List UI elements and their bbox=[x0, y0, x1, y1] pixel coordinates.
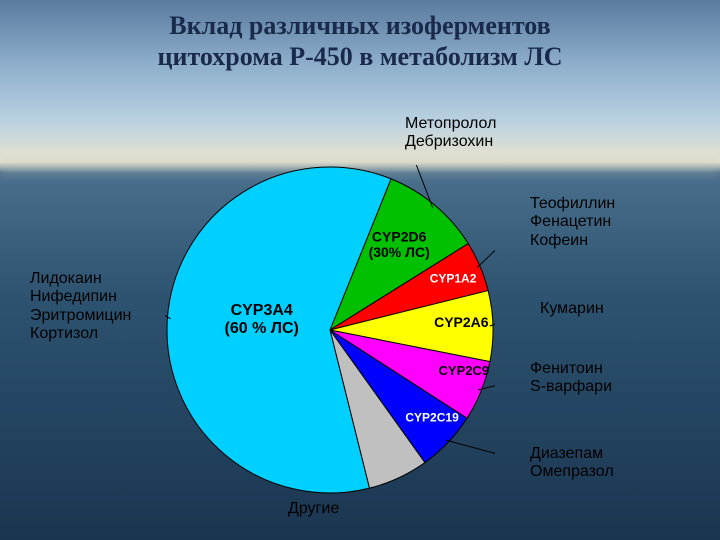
title-line-1: Вклад различных изоферментов bbox=[169, 11, 550, 40]
title-line-2: цитохрома Р-450 в метаболизм ЛС bbox=[158, 42, 563, 71]
leader-cyp2c19 bbox=[446, 440, 495, 462]
slide-title: Вклад различных изоферментов цитохрома Р… bbox=[0, 10, 720, 72]
callout-cyp2c9: Фенитоин S-варфари bbox=[530, 360, 612, 397]
callout-cyp1a2: Теофиллин Фенацетин Кофеин bbox=[530, 195, 615, 250]
slice-label-cyp2c9: CYP2C9 bbox=[439, 363, 490, 378]
slice-label-cyp3a4: CYP3A4(60 % ЛС) bbox=[225, 302, 299, 337]
slice-label-cyp1a2: CYP1A2 bbox=[430, 271, 477, 285]
pie-chart: CYP2D6(30% ЛС)CYP1A2 CYP2A6 CYP2C9 CYP2C19 C… bbox=[165, 165, 495, 495]
callout-cyp3a4: Лидокаин Нифедипин Эритромицин Кортизол bbox=[30, 270, 131, 344]
callout-cyp2c19: Диазепам Омепразол bbox=[530, 445, 614, 482]
slide-background: Вклад различных изоферментов цитохрома Р… bbox=[0, 0, 720, 540]
slice-label-cyp2c19: CYP2C19 bbox=[405, 411, 459, 425]
callout-cyp2a6: Кумарин bbox=[540, 300, 604, 318]
slice-label-cyp2a6: CYP2A6 bbox=[434, 314, 489, 330]
other-label: Другие bbox=[288, 500, 339, 518]
slice-label-cyp2d6: CYP2D6(30% ЛС) bbox=[369, 229, 430, 260]
callout-cyp2d6: Метопролол Дебризохин bbox=[405, 115, 496, 152]
pie-svg: CYP2D6(30% ЛС)CYP1A2 CYP2A6 CYP2C9 CYP2C19 C… bbox=[165, 165, 495, 495]
leader-cyp1a2 bbox=[477, 220, 495, 268]
